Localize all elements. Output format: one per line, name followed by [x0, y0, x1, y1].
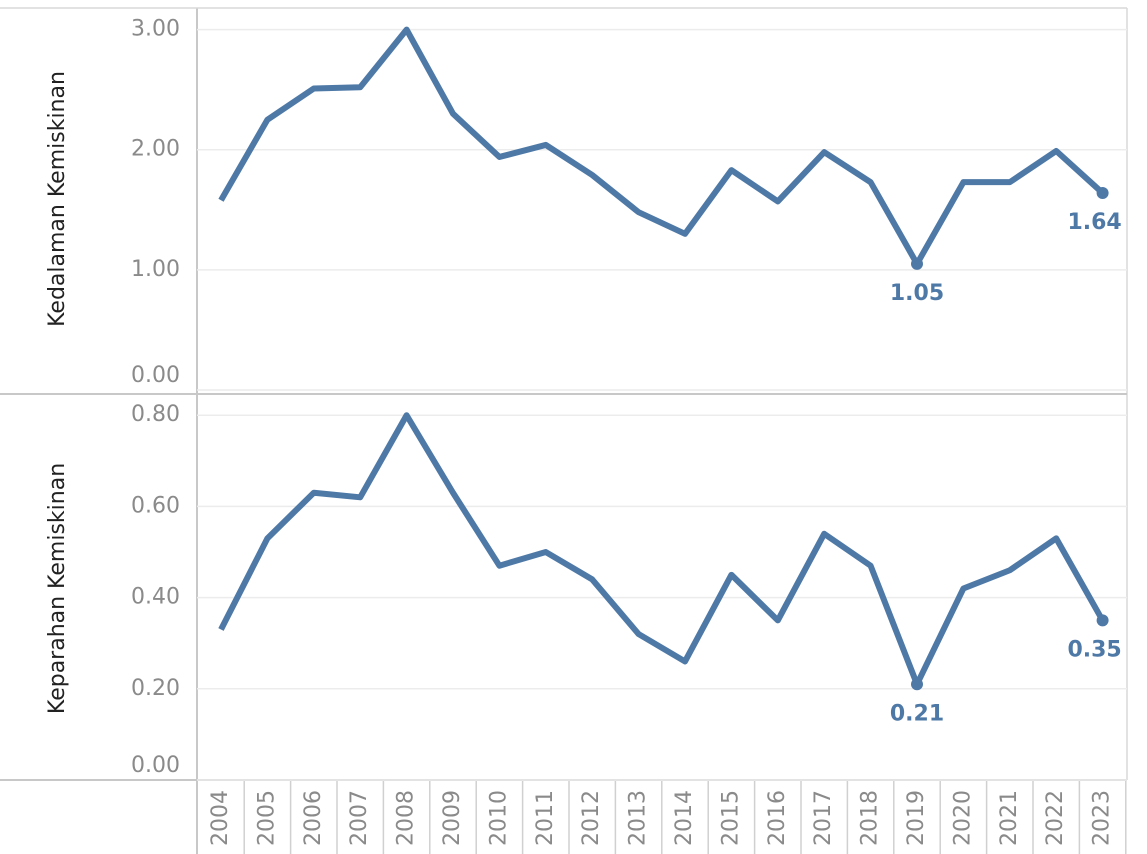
x-tick-label: 2017: [811, 790, 836, 846]
x-tick-label: 2022: [1043, 790, 1068, 846]
y-tick-label: 0.80: [131, 402, 180, 427]
data-line: [218, 412, 1106, 688]
x-tick-label: 2011: [533, 790, 558, 846]
x-tick-label: 2018: [858, 790, 883, 846]
x-tick-label: 2004: [208, 790, 233, 846]
data-label: 1.64: [1067, 210, 1121, 235]
y-tick-label: 0.00: [131, 753, 180, 778]
y-tick-label: 0.20: [131, 676, 180, 701]
x-tick-label: 2015: [718, 790, 743, 846]
x-tick-label: 2009: [440, 790, 465, 846]
x-tick-label: 2008: [394, 790, 419, 846]
data-label: 1.05: [890, 281, 944, 306]
x-tick-label: 2021: [997, 790, 1022, 846]
data-point: [1096, 186, 1109, 199]
x-tick-label: 2020: [950, 790, 975, 846]
data-point: [911, 678, 923, 691]
data-point: [1096, 614, 1109, 627]
x-tick-label: 2023: [1090, 790, 1115, 846]
data-line: [218, 26, 1105, 267]
x-tick-label: 2007: [347, 790, 372, 846]
data-label: 0.21: [890, 701, 944, 726]
y-tick-label: 0.60: [131, 493, 180, 518]
y-tick-label: 2.00: [131, 137, 180, 162]
y-tick-label: 0.40: [131, 585, 180, 610]
x-tick-label: 2006: [301, 790, 326, 846]
data-label: 0.35: [1067, 637, 1121, 662]
x-tick-label: 2010: [486, 790, 511, 846]
x-tick-label: 2014: [672, 790, 697, 846]
y-tick-label: 0.00: [131, 363, 180, 388]
y-axis-title: Keparahan Kemiskinan: [45, 463, 70, 714]
x-tick-label: 2012: [579, 790, 604, 846]
x-tick-label: 2019: [904, 790, 929, 846]
data-point: [911, 257, 923, 270]
y-tick-label: 1.00: [131, 257, 180, 282]
x-tick-label: 2013: [626, 790, 651, 846]
x-tick-label: 2016: [765, 790, 790, 846]
y-tick-label: 3.00: [131, 17, 180, 42]
y-axis-title: Kedalaman Kemiskinan: [45, 71, 70, 327]
x-tick-label: 2005: [254, 790, 279, 846]
